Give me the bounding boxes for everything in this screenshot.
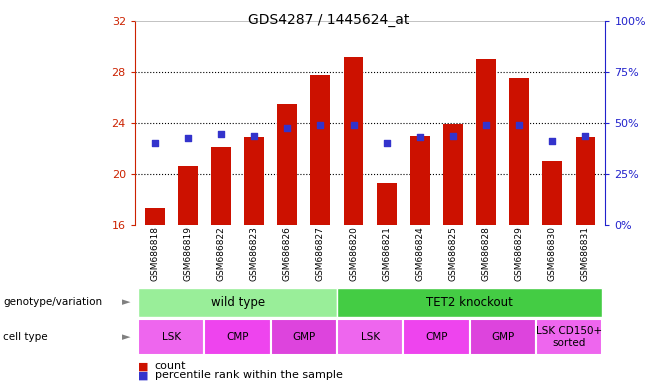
Point [348, 122, 359, 129]
Bar [270, 319, 337, 355]
Bar [509, 78, 529, 225]
Point [282, 125, 293, 131]
Text: count: count [155, 361, 186, 371]
Bar [211, 147, 231, 225]
Text: GSM686826: GSM686826 [283, 226, 291, 281]
Point [415, 134, 425, 140]
Text: ■: ■ [138, 361, 149, 371]
Text: ►: ► [122, 332, 130, 342]
Point [481, 122, 492, 129]
Text: CMP: CMP [226, 332, 249, 342]
Text: GMP: GMP [292, 332, 315, 342]
Text: GSM686831: GSM686831 [581, 226, 590, 281]
Point [183, 135, 193, 141]
Point [514, 122, 524, 129]
Text: GSM686827: GSM686827 [316, 226, 325, 281]
Text: LSK: LSK [361, 332, 380, 342]
Bar [576, 137, 595, 225]
Bar [178, 166, 198, 225]
Text: GSM686828: GSM686828 [482, 226, 491, 281]
Point [382, 140, 392, 146]
Text: GSM686819: GSM686819 [184, 226, 192, 281]
Text: GSM686820: GSM686820 [349, 226, 358, 281]
Text: CMP: CMP [425, 332, 447, 342]
Bar [403, 319, 470, 355]
Bar [343, 57, 363, 225]
Bar [205, 319, 270, 355]
Point [216, 131, 226, 137]
Bar [138, 319, 205, 355]
Text: GSM686823: GSM686823 [249, 226, 259, 281]
Bar [377, 183, 397, 225]
Bar [337, 288, 602, 317]
Text: TET2 knockout: TET2 knockout [426, 296, 513, 309]
Bar [542, 161, 563, 225]
Point [315, 122, 326, 129]
Point [580, 132, 591, 139]
Text: GSM686818: GSM686818 [150, 226, 159, 281]
Text: ►: ► [122, 297, 130, 308]
Point [249, 132, 259, 139]
Text: GDS4287 / 1445624_at: GDS4287 / 1445624_at [248, 13, 410, 27]
Text: GSM686825: GSM686825 [449, 226, 457, 281]
Text: GSM686821: GSM686821 [382, 226, 392, 281]
Text: GSM686829: GSM686829 [515, 226, 524, 281]
Bar [311, 74, 330, 225]
Bar [138, 288, 337, 317]
Text: GSM686824: GSM686824 [415, 226, 424, 281]
Text: GMP: GMP [491, 332, 515, 342]
Point [149, 140, 160, 146]
Bar [337, 319, 403, 355]
Text: ■: ■ [138, 370, 149, 380]
Text: GSM686830: GSM686830 [548, 226, 557, 281]
Text: genotype/variation: genotype/variation [3, 297, 103, 308]
Bar [443, 124, 463, 225]
Bar [410, 136, 430, 225]
Text: wild type: wild type [211, 296, 265, 309]
Bar [278, 104, 297, 225]
Bar [244, 137, 264, 225]
Text: percentile rank within the sample: percentile rank within the sample [155, 370, 343, 380]
Point [447, 132, 458, 139]
Text: LSK CD150+
sorted: LSK CD150+ sorted [536, 326, 602, 348]
Point [547, 137, 557, 144]
Bar [536, 319, 602, 355]
Bar [145, 208, 164, 225]
Text: cell type: cell type [3, 332, 48, 342]
Bar [476, 59, 496, 225]
Text: GSM686822: GSM686822 [216, 226, 226, 281]
Text: LSK: LSK [162, 332, 181, 342]
Bar [470, 319, 536, 355]
